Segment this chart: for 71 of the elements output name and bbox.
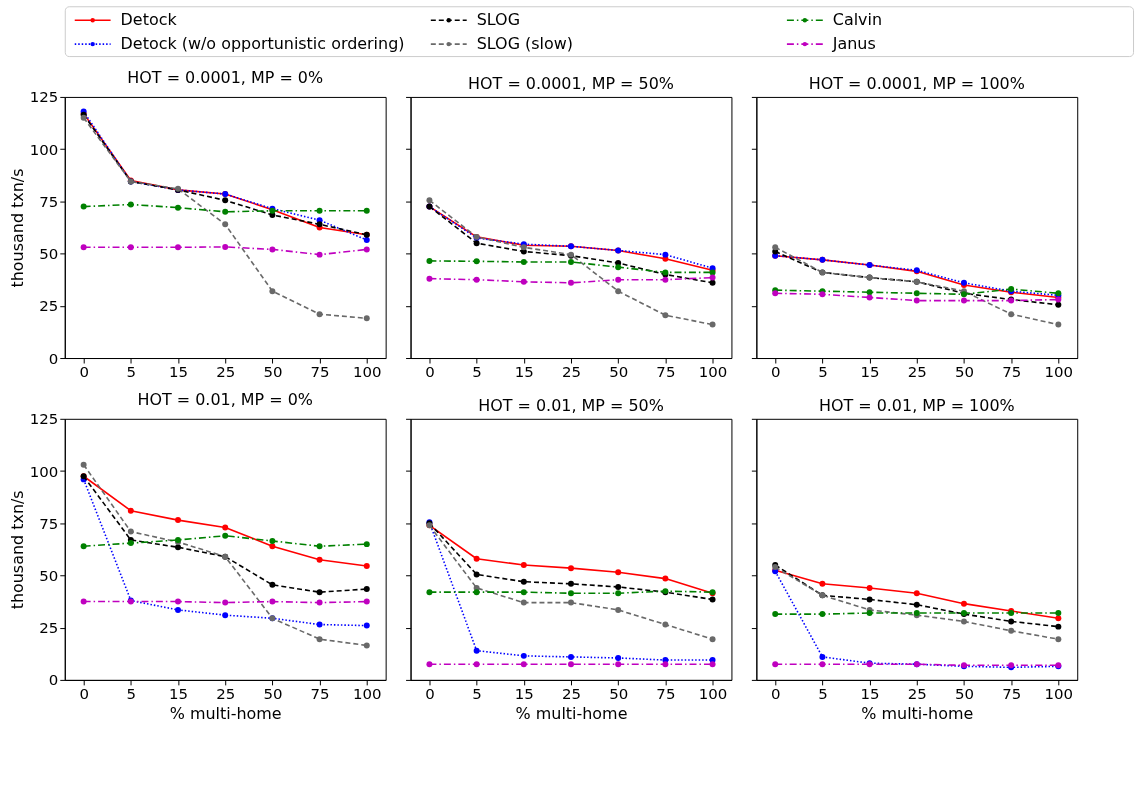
x-tick-label: 5 <box>126 685 137 704</box>
legend-label: SLOG <box>476 10 520 30</box>
y-tick-label: 125 <box>29 410 59 429</box>
x-tick-label: 25 <box>216 363 236 382</box>
x-tick-label: 0 <box>425 685 435 704</box>
x-tick-label: 5 <box>126 363 137 382</box>
x-tick-label: 0 <box>425 363 435 382</box>
x-tick-label: 100 <box>353 685 382 704</box>
x-tick-label: 75 <box>1002 363 1022 382</box>
x-tick-label: 15 <box>169 363 189 382</box>
x-tick-label: 25 <box>907 685 927 704</box>
chart-title: HOT = 0.01, MP = 0% <box>137 389 313 409</box>
y-tick-label: 0 <box>48 671 59 690</box>
x-axis-title: % multi-home <box>515 704 628 724</box>
x-tick-label: 15 <box>860 363 880 382</box>
x-tick-label: 50 <box>609 363 629 382</box>
x-tick-label: 50 <box>954 685 974 704</box>
x-tick-label: 0 <box>770 363 781 382</box>
legend-label: Detock <box>120 10 178 30</box>
x-tick-label: 15 <box>514 363 534 382</box>
x-tick-label: 75 <box>656 685 676 704</box>
legend-label: SLOG (slow) <box>476 34 574 54</box>
chart-title: HOT = 0.01, MP = 50% <box>478 396 664 416</box>
x-tick-label: 5 <box>818 685 828 704</box>
x-tick-label: 25 <box>216 685 236 704</box>
x-tick-label: 25 <box>561 685 582 704</box>
x-tick-label: 50 <box>263 685 283 704</box>
x-tick-label: 50 <box>954 363 974 382</box>
x-tick-label: 100 <box>1044 685 1074 704</box>
x-tick-label: 0 <box>770 685 781 704</box>
y-tick-label: 0 <box>48 349 59 368</box>
x-tick-label: 50 <box>609 685 629 704</box>
x-tick-label: 15 <box>860 685 880 704</box>
y-tick-label: 25 <box>39 619 59 638</box>
y-tick-label: 25 <box>39 297 59 316</box>
x-tick-label: 25 <box>907 363 927 382</box>
y-tick-label: 100 <box>29 140 59 159</box>
x-axis-title: % multi-home <box>169 704 282 724</box>
x-tick-label: 100 <box>353 363 382 382</box>
y-axis-title: thousand txn/s <box>7 490 27 610</box>
legend-label: Detock (w/o opportunistic ordering) <box>120 34 405 54</box>
x-tick-label: 100 <box>698 685 728 704</box>
x-axis-title: % multi-home <box>861 704 974 724</box>
y-tick-label: 100 <box>29 462 59 481</box>
x-tick-label: 75 <box>310 685 330 704</box>
chart-title: HOT = 0.0001, MP = 50% <box>468 74 674 94</box>
y-axis-title: thousand txn/s <box>7 168 27 288</box>
x-tick-label: 100 <box>1044 363 1074 382</box>
legend-label: Calvin <box>832 10 883 30</box>
y-tick-label: 50 <box>39 566 59 585</box>
x-tick-label: 5 <box>472 685 482 704</box>
y-tick-label: 75 <box>39 192 59 211</box>
x-tick-label: 15 <box>514 685 534 704</box>
chart-title: HOT = 0.0001, MP = 100% <box>808 74 1025 94</box>
x-tick-label: 0 <box>79 685 89 704</box>
y-tick-label: 125 <box>29 88 59 107</box>
chart-title: HOT = 0.0001, MP = 0% <box>127 67 324 87</box>
x-tick-label: 75 <box>656 363 676 382</box>
x-tick-label: 5 <box>818 363 828 382</box>
y-tick-label: 75 <box>39 514 59 533</box>
x-tick-label: 75 <box>1002 685 1022 704</box>
x-tick-label: 15 <box>169 685 189 704</box>
chart-title: HOT = 0.01, MP = 100% <box>818 396 1015 416</box>
y-tick-label: 50 <box>39 245 59 264</box>
legend-label: Janus <box>831 34 876 54</box>
x-tick-label: 50 <box>263 363 283 382</box>
x-tick-label: 25 <box>561 363 582 382</box>
x-tick-label: 75 <box>310 363 330 382</box>
x-tick-label: 0 <box>79 363 89 382</box>
x-tick-label: 100 <box>698 363 728 382</box>
x-tick-label: 5 <box>472 363 482 382</box>
